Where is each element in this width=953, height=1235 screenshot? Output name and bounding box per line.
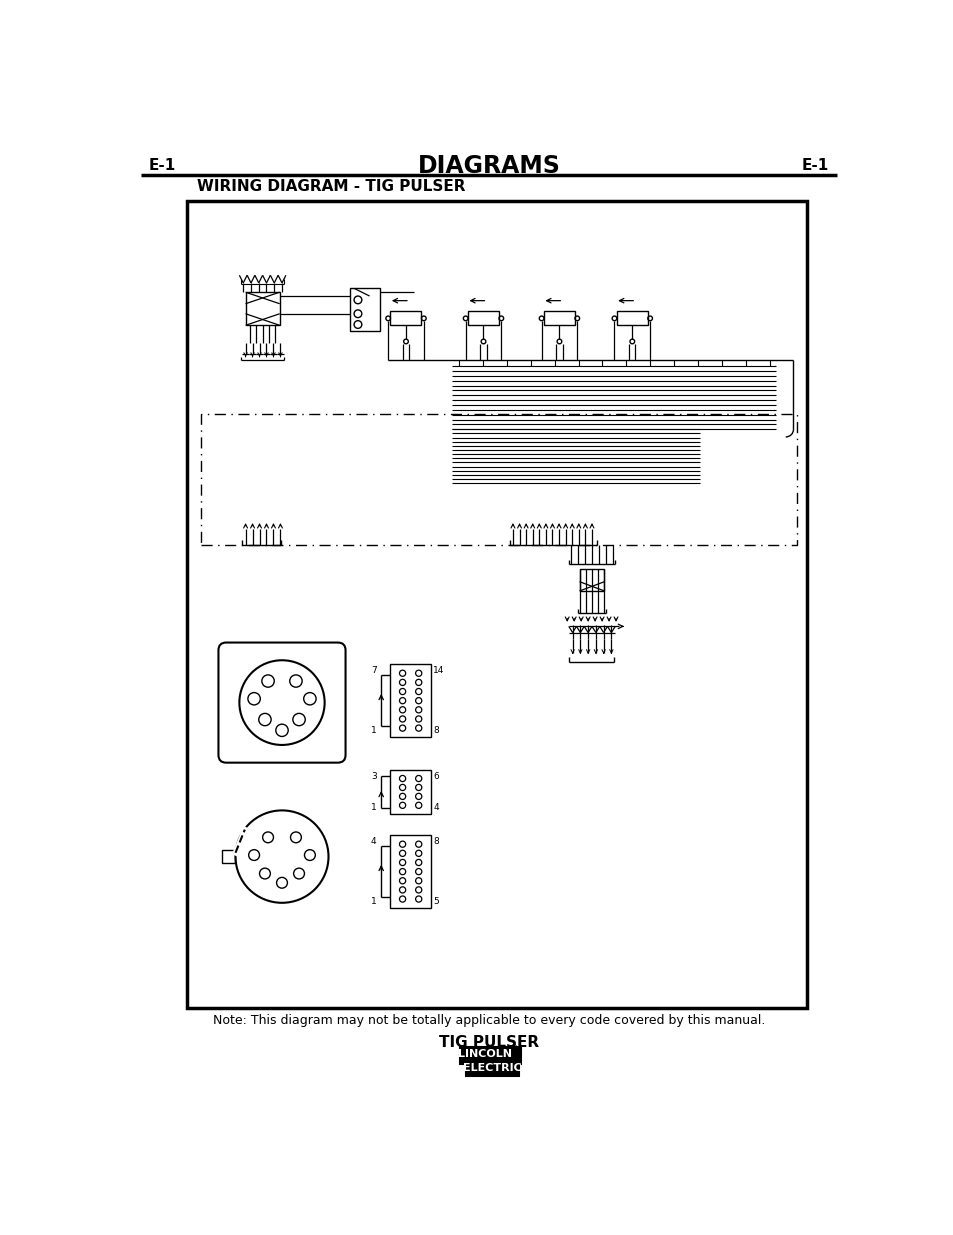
Text: 4: 4 [433,803,438,811]
Text: ®: ® [509,1044,517,1052]
Text: 4: 4 [371,837,376,846]
Bar [245,293,279,325]
Text: LINCOLN: LINCOLN [457,1050,512,1060]
Bar [187,201,806,1008]
Bar [466,1061,518,1076]
Text: WIRING DIAGRAM - TIG PULSER: WIRING DIAGRAM - TIG PULSER [196,179,465,194]
Text: 1: 1 [371,726,376,735]
Bar [579,569,604,592]
Text: ELECTRIC: ELECTRIC [463,1063,521,1073]
Bar [221,851,235,863]
Bar [390,835,431,908]
Text: E-1: E-1 [801,158,828,173]
Text: 6: 6 [433,772,438,781]
FancyBboxPatch shape [218,642,345,763]
Text: 1: 1 [371,897,376,906]
Bar [468,311,498,325]
Bar [617,311,647,325]
Text: 7: 7 [371,667,376,676]
Text: 3: 3 [371,772,376,781]
Text: E-1: E-1 [149,158,175,173]
Text: 8: 8 [433,726,438,735]
Bar [390,311,421,325]
Bar [543,311,575,325]
Text: TIG PULSER: TIG PULSER [438,1035,538,1051]
Text: 14: 14 [433,667,444,676]
Bar [350,288,379,331]
Bar [390,664,431,737]
Bar [390,769,431,814]
Text: Note: This diagram may not be totally applicable to every code covered by this m: Note: This diagram may not be totally ap… [213,1014,764,1028]
Text: DIAGRAMS: DIAGRAMS [417,154,559,178]
Text: 1: 1 [371,803,376,811]
Bar [200,414,797,545]
Text: 8: 8 [433,837,438,846]
Text: 5: 5 [433,897,438,906]
Bar [459,1047,520,1063]
